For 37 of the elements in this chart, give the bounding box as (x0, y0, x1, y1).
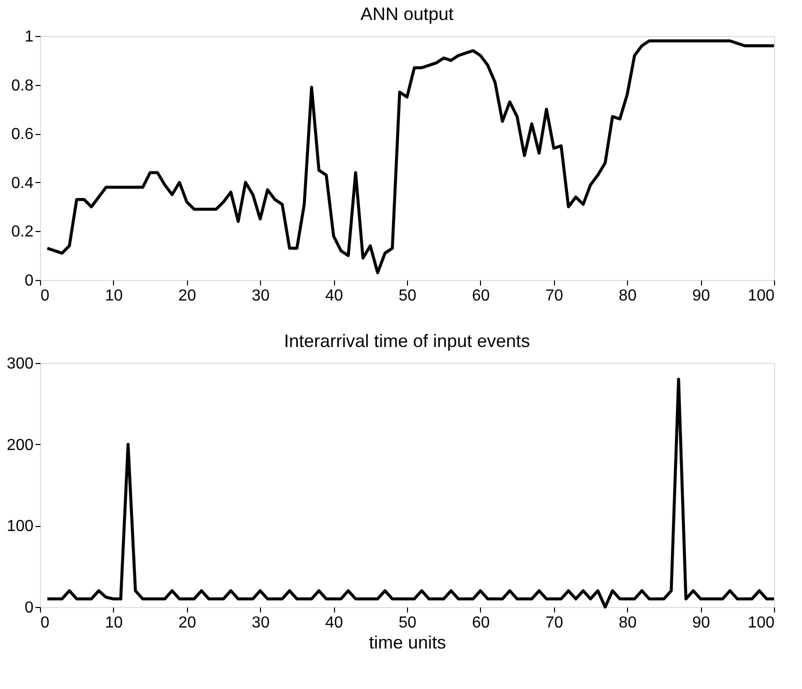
chart-title: Interarrival time of input events (284, 331, 530, 351)
x-tick-label: 40 (325, 614, 344, 632)
y-tick-label: 0 (24, 272, 34, 290)
x-tick-label: 50 (398, 288, 416, 304)
x-tick-label: 30 (252, 288, 270, 304)
x-tick-label: 30 (252, 614, 270, 632)
x-tick-label: 60 (472, 614, 490, 632)
y-tick-label: 100 (6, 518, 34, 536)
line-series (46, 39, 776, 274)
x-tick-label: 90 (692, 614, 710, 632)
x-tick-label: 20 (178, 614, 196, 632)
x-tick-label: 60 (472, 288, 490, 304)
y-tick-label: 200 (6, 436, 34, 454)
x-tick-label: 100 (748, 288, 775, 304)
y-tick-label: 0.4 (11, 174, 34, 192)
x-tick-label: 70 (545, 614, 564, 632)
y-tick-label: 0.6 (11, 126, 34, 144)
x-tick-label: 40 (325, 288, 344, 304)
x-tick-label: 90 (692, 288, 710, 304)
line-series (46, 378, 776, 608)
y-tick-label: 0.2 (11, 224, 34, 241)
x-tick-label: 10 (105, 288, 123, 304)
x-tick-label: 80 (618, 288, 637, 304)
y-tick-label: 0.8 (11, 77, 34, 94)
x-tick-label: 0 (40, 614, 50, 632)
x-tick-label: 0 (40, 288, 50, 304)
y-tick-label: 300 (6, 356, 34, 372)
chart-title: ANN output (360, 4, 454, 24)
x-tick-label: 10 (105, 614, 123, 632)
x-tick-label: 80 (618, 614, 637, 632)
x-tick-label: 20 (178, 288, 196, 304)
x-tick-label: 70 (545, 288, 564, 304)
x-tick-label: 100 (748, 614, 775, 632)
x-tick-label: 50 (398, 614, 416, 632)
x-axis-title: time units (368, 632, 446, 652)
y-tick-label: 1 (24, 28, 34, 46)
y-tick-label: 0 (24, 600, 34, 616)
